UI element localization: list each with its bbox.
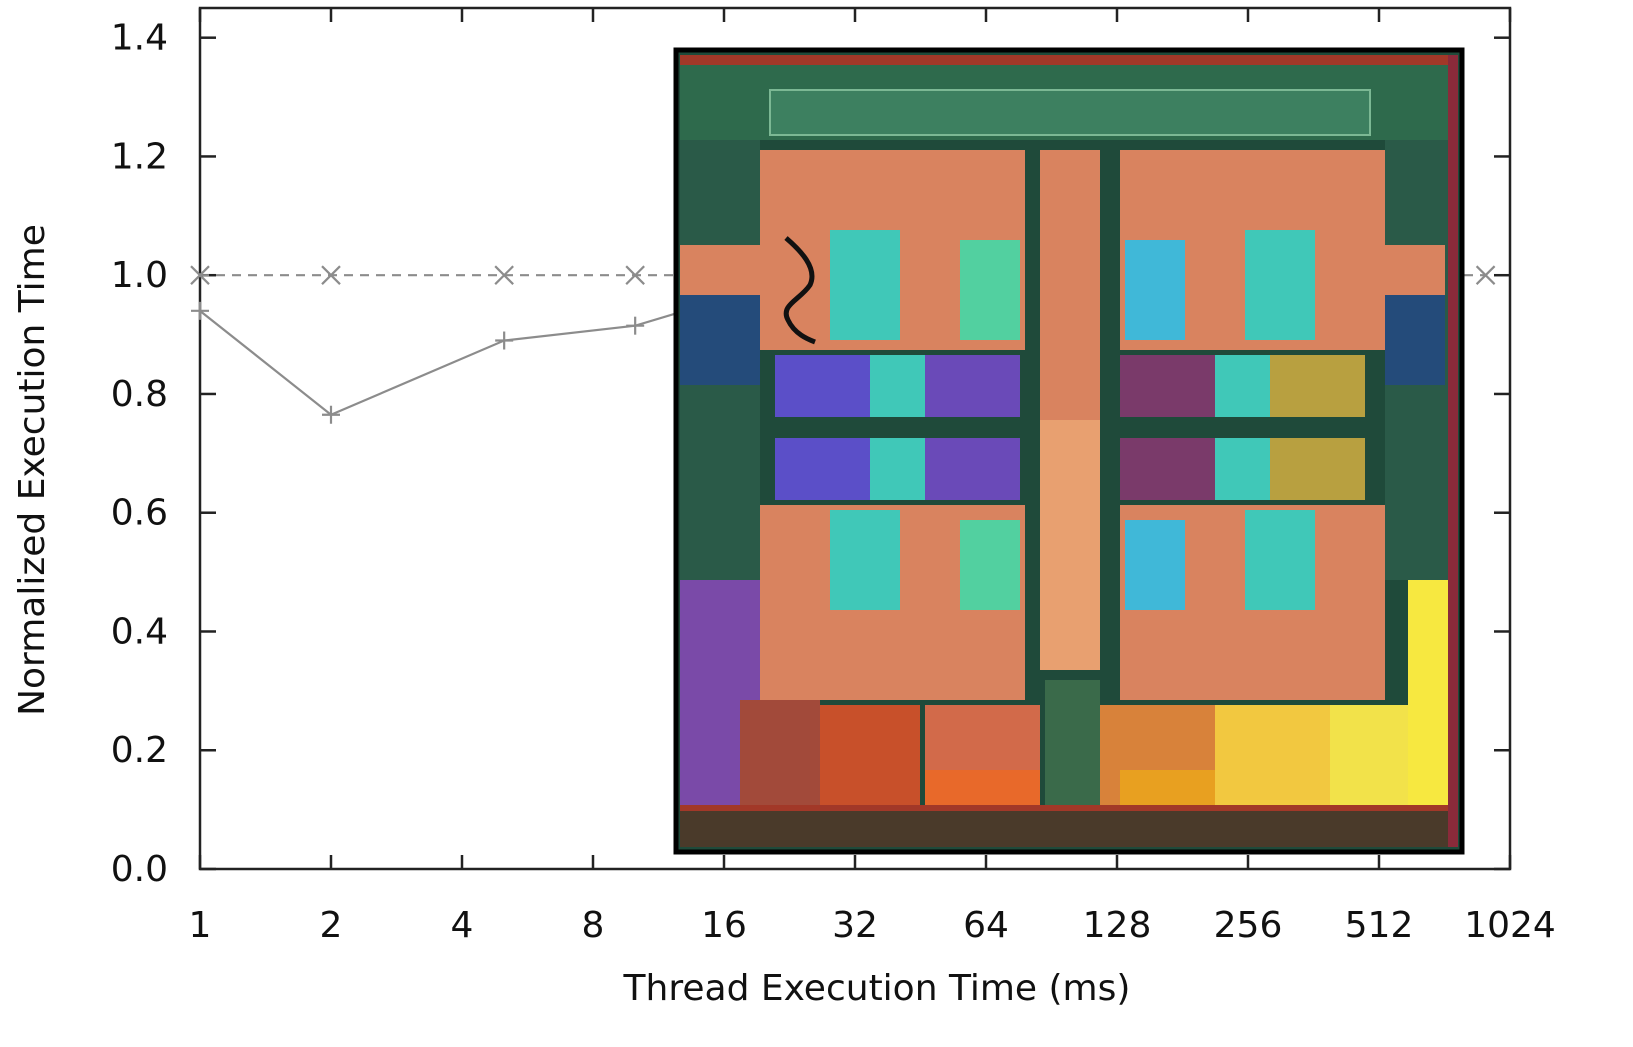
y-tick-label: 1.0 <box>111 255 168 296</box>
x-tick-label: 128 <box>1083 905 1152 946</box>
x-tick-label: 1024 <box>1464 905 1556 946</box>
x-tick-label: 8 <box>582 905 605 946</box>
x-tick-label: 256 <box>1214 905 1283 946</box>
y-axis-title: Normalized Execution Time <box>12 224 53 716</box>
data-point <box>190 265 210 285</box>
processor-die-photo-icon <box>673 47 1465 855</box>
x-tick-label: 2 <box>320 905 343 946</box>
data-point <box>494 265 514 285</box>
x-tick-label: 16 <box>701 905 747 946</box>
ticks <box>198 8 1512 871</box>
x-tick-label: 32 <box>832 905 878 946</box>
y-tick-label: 0.2 <box>111 730 168 771</box>
y-tick-label: 0.8 <box>111 374 168 415</box>
x-tick-label: 512 <box>1345 905 1414 946</box>
x-tick-label: 4 <box>451 905 474 946</box>
y-tick-label: 0.0 <box>111 849 168 890</box>
data-point <box>495 331 514 350</box>
data-point <box>1475 265 1496 285</box>
data-point <box>322 405 340 424</box>
series-layer <box>190 265 1496 424</box>
y-tick-label: 1.4 <box>111 18 168 59</box>
x-axis-title: Thread Execution Time (ms) <box>623 968 1131 1009</box>
data-point <box>626 316 645 335</box>
data-point <box>321 265 341 285</box>
data-point <box>191 301 209 320</box>
x-tick-labels: 1 2 4 8 16 32 64 128 256 512 1024 <box>189 905 1556 946</box>
y-tick-label: 0.4 <box>111 611 168 652</box>
y-tick-label: 1.2 <box>111 136 168 177</box>
y-tick-labels: 0.0 0.2 0.4 0.6 0.8 1.0 1.2 1.4 <box>111 18 168 890</box>
x-tick-label: 1 <box>189 905 212 946</box>
data-point <box>625 265 645 285</box>
x-tick-label: 64 <box>963 905 1009 946</box>
y-tick-label: 0.6 <box>111 493 168 534</box>
